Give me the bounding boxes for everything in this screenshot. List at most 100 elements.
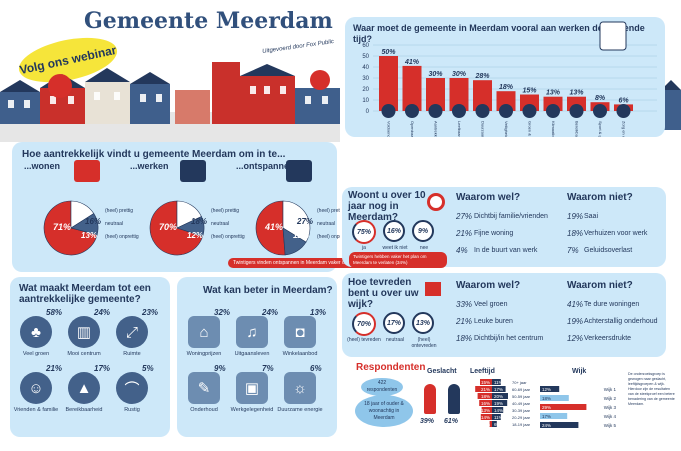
percentage-circle: 75%: [352, 220, 376, 244]
respondent-count-badge: 422 respondenten: [361, 378, 403, 396]
district-label: Wijk 5: [604, 423, 617, 428]
item-label: Rustig: [124, 407, 140, 413]
pie-label: 12%: [187, 231, 203, 240]
age-value: 21%: [481, 387, 490, 392]
pie-legend-label: (heel) onprettig: [105, 234, 139, 240]
respondent-criteria-text: 18 jaar of ouder & woonachtig in Meerdam: [364, 401, 404, 421]
age-bar: [492, 393, 508, 399]
satisfied-why-title: Waarom wel?: [456, 280, 521, 291]
percentage-circle: 9%: [412, 220, 434, 242]
respondents-title: Respondenten: [356, 362, 426, 373]
percentage-circle: 17%: [383, 312, 405, 334]
bench-icon: ⌒: [116, 372, 148, 404]
district-bar: [540, 422, 579, 428]
district-chart: 12% Wijk 1 18% Wijk 2 29% Wijk 3 17% Wijk 4 24% W…: [540, 386, 617, 428]
desk-icon: [180, 160, 206, 182]
age-value: 14%: [481, 415, 490, 420]
x-tick-label: Groen & natuur: [528, 121, 533, 137]
district-title: Wijk: [572, 368, 587, 375]
y-tick-label: 10: [362, 98, 369, 104]
town-skyline: [0, 62, 340, 142]
house-icon: [74, 160, 100, 182]
house-icon: [425, 282, 441, 296]
reason-text: In de buurt van werk: [474, 247, 538, 254]
makes-panel: Wat maakt Meerdam tot een aantrekkelijke…: [10, 277, 170, 437]
pie-label: 71%: [53, 222, 71, 232]
x-tick-label: Duurzaamheid / schone energie: [481, 121, 486, 137]
y-tick-label: 20: [362, 87, 369, 93]
pie-legend-label: (heel) prettig: [317, 208, 340, 214]
district-value: 24%: [542, 423, 551, 428]
briefcase-icon: ▣: [236, 372, 268, 404]
pie-label: 18%: [191, 217, 207, 226]
stay-note: Twintigers hebben vaker het plan om Meer…: [349, 252, 447, 268]
pie-legend-label: (heel) prettig: [105, 208, 133, 214]
district-value: 29%: [542, 405, 551, 410]
pie-legend-label: neutraal: [211, 221, 229, 227]
reason-percentage: 18%: [567, 229, 584, 238]
pie-legend-label: neutraal: [317, 221, 335, 227]
item-label: Ruimte: [123, 351, 141, 357]
gender-percentage: 39%: [420, 418, 435, 425]
pie-slice: [255, 200, 286, 256]
satisfied-question: Hoe tevreden bent u over uw wijk?: [348, 277, 419, 310]
bar-value-label: 15%: [522, 88, 537, 95]
gender-percentage: 61%: [444, 418, 459, 425]
bar-value-label: 30%: [452, 71, 467, 78]
x-tick-label: Veiligheid: [504, 121, 509, 137]
item-label: Duurzame energie: [277, 407, 323, 413]
bar: [402, 65, 422, 111]
category-icon: [381, 104, 396, 118]
circle-label: ja: [362, 245, 366, 251]
y-tick-label: 30: [362, 76, 369, 82]
tree-icon: ♣: [20, 316, 52, 348]
circle-label: weet ik niet: [382, 245, 408, 251]
pie-legend-label: (heel) onprettig: [211, 234, 245, 240]
x-tick-label: Openbaar vervoer goed houden: [410, 121, 415, 137]
page-title: Gemeente Meerdam: [84, 8, 333, 34]
percentage-circle: 16%: [383, 220, 405, 242]
x-tick-label: Bereikbaarheid: [575, 121, 580, 137]
percentage-circle: 13%: [412, 312, 434, 334]
expand-icon: ⤢: [116, 316, 148, 348]
age-bar: [489, 421, 492, 427]
pie-label: 16%: [85, 217, 101, 226]
age-label: 50-59 jaar: [512, 394, 531, 399]
bar-value-label: 30%: [428, 71, 443, 78]
age-bar: [492, 400, 508, 406]
better-title: Wat kan beter in Meerdam?: [203, 285, 333, 296]
clipboard-icon: [599, 21, 627, 51]
district-bar: [540, 413, 568, 419]
alarm-icon: [427, 193, 445, 211]
pie-slice: [176, 216, 205, 237]
age-value: 13%: [481, 408, 490, 413]
category-label: ...werken: [130, 161, 169, 171]
bar-value-label: 13%: [546, 90, 561, 97]
reason-text: Saai: [584, 213, 599, 220]
age-bar: [492, 414, 501, 420]
reason-percentage: 27%: [456, 212, 473, 221]
bar-value-label: 41%: [404, 59, 420, 66]
age-title: Leeftijd: [470, 368, 495, 375]
respondent-criteria: 18 jaar of ouder & woonachtig in Meerdam: [355, 395, 413, 427]
bar-value-label: 28%: [474, 73, 490, 80]
age-label: 20-29 jaar: [512, 415, 531, 420]
y-tick-label: 60: [362, 43, 369, 49]
gender-title: Geslacht: [427, 368, 457, 375]
district-value: 12%: [542, 387, 551, 392]
item-label: Uitgaansleven: [234, 351, 270, 357]
age-value: 11%: [494, 380, 503, 385]
category-icon: [428, 104, 443, 118]
reason-text: Leuke buren: [474, 318, 513, 325]
bulb-icon: ☼: [284, 372, 316, 404]
age-bar: [477, 393, 492, 399]
age-value: 20%: [494, 394, 503, 399]
age-bar: [481, 407, 492, 413]
reason-percentage: 41%: [567, 300, 584, 309]
age-bar: [492, 386, 506, 392]
age-label: 40-49 jaar: [512, 401, 531, 406]
item-percentage: 24%: [262, 308, 279, 317]
reason-text: Fijne woning: [474, 230, 514, 237]
x-tick-label: Sport & gezondheid: [598, 121, 603, 137]
age-value: 16%: [481, 401, 490, 406]
